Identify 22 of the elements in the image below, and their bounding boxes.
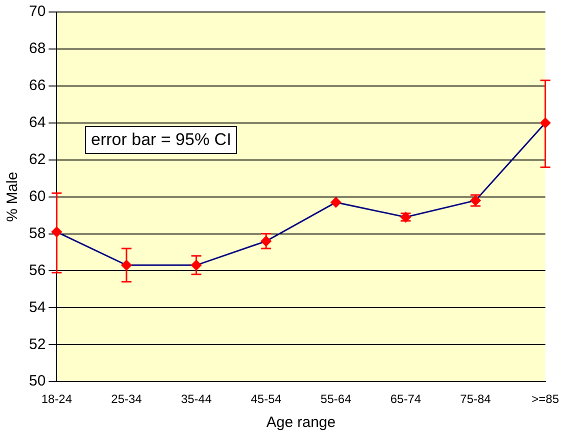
y-tick-label: 52 (28, 336, 46, 353)
y-tick-label: 60 (28, 188, 46, 205)
x-tick-label: 45-54 (250, 392, 282, 406)
y-tick-label: 64 (28, 114, 46, 132)
y-tick-label: 58 (28, 224, 46, 242)
x-tick-label: 25-34 (111, 392, 142, 406)
y-tick-label: 68 (28, 40, 46, 58)
x-tick-label: 18-24 (41, 392, 72, 406)
x-tick-label: 75-84 (460, 392, 492, 406)
x-tick-label: 55-64 (320, 392, 352, 406)
y-tick-label: 62 (28, 150, 46, 168)
x-tick-label: 35-44 (180, 392, 212, 406)
y-tick-label: 66 (28, 77, 46, 94)
annotation: error bar = 95% CI (85, 126, 238, 154)
y-tick-label: 70 (28, 3, 46, 20)
y-tick-label: 56 (28, 262, 46, 279)
x-tick-label: >=85 (532, 392, 560, 406)
x-tick-label: 65-74 (390, 392, 422, 406)
x-axis-title: Age range (266, 414, 336, 432)
y-axis-title: % Male (4, 172, 22, 222)
y-tick-label: 50 (28, 372, 46, 390)
y-tick-label: 54 (28, 298, 46, 316)
